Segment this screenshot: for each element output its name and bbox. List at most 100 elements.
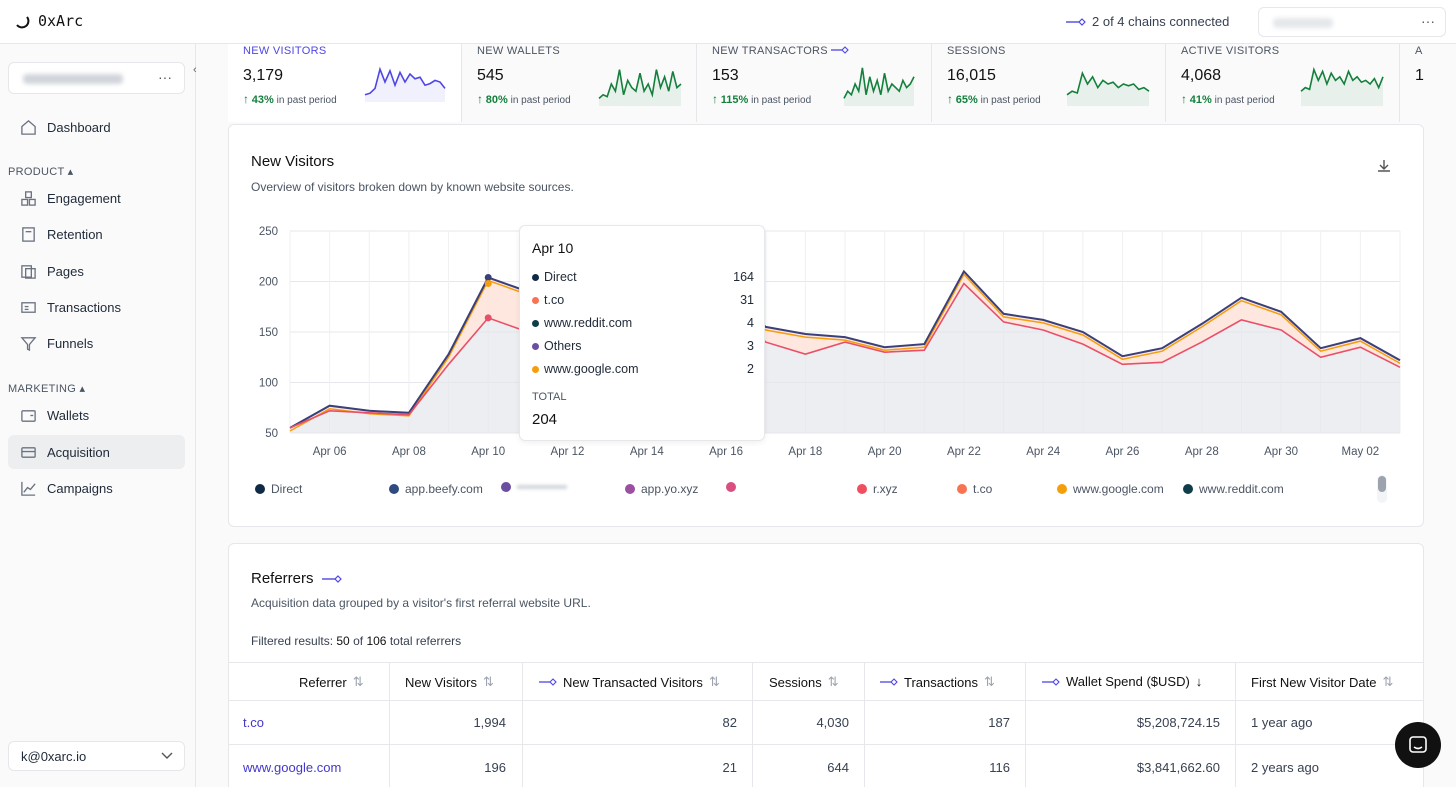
sidebar: ··· Dashboard PRODUCT ▴ Engagement Reten… [0,44,196,787]
kpi-new-transactors[interactable]: NEW TRANSACTORS 153 ↑ 115% in past perio… [697,44,932,122]
legend-item-direct[interactable]: Direct [255,482,302,496]
legend-item-reddit[interactable]: www.reddit.com [1183,482,1284,496]
sort-desc-icon[interactable]: ↓ [1195,674,1203,689]
sidebar-item-pages[interactable]: Pages [8,254,185,288]
legend-item-redacted[interactable] [501,482,567,492]
legend-item-beefy[interactable]: app.beefy.com [389,482,483,496]
sort-icon[interactable]: ⇅ [352,674,364,689]
sidebar-item-label: Transactions [47,299,121,315]
x-tick-label: Apr 06 [313,446,347,458]
wallet-icon [21,409,36,422]
table-cell: 1 year ago [1251,715,1313,730]
sidebar-item-retention[interactable]: Retention [8,217,185,251]
new-visitors-chart[interactable]: 250 200 150 100 50 Apr 06 Apr 08 Apr 10 Apr 12 Ap… [240,215,1415,465]
kpi-label: NEW WALLETS [477,45,560,57]
tooltip-row: t.co 31 [532,293,754,307]
sidebar-item-transactions[interactable]: Transactions [8,290,185,324]
x-tick-label: Apr 10 [471,446,505,458]
legend-item-google[interactable]: www.google.com [1057,482,1164,496]
marketing-section-label[interactable]: MARKETING ▴ [8,383,86,395]
column-header-transactions[interactable]: Transactions ⇅ [880,674,995,690]
legend-dot [1057,484,1067,494]
sidebar-item-label: Engagement [47,190,121,206]
kpi-label: NEW VISITORS [243,45,327,57]
more-icon[interactable]: ··· [1421,13,1435,29]
sparkline-line [598,69,682,100]
product-section-label[interactable]: PRODUCT ▴ [8,166,74,178]
kpi-sessions[interactable]: SESSIONS 16,015 ↑ 65% in past period [932,44,1166,122]
kpi-label: ACTIVE VISITORS [1181,45,1280,57]
y-tick-label: 150 [259,327,278,339]
legend-item-redacted-2[interactable] [726,482,736,492]
table-cell: 187 [988,715,1010,730]
column-header-referrer[interactable]: Referrer ⇅ [299,674,364,690]
account-menu[interactable]: ··· [1258,7,1446,37]
kpi-active-visitors[interactable]: ACTIVE VISITORS 4,068 ↑ 41% in past peri… [1166,44,1400,122]
table-cell: $3,841,662.60 [1136,760,1220,775]
legend-dot [501,482,511,492]
legend-dot [532,342,539,350]
chat-support-button[interactable] [1395,722,1441,768]
sort-icon[interactable]: ⇅ [1382,674,1394,689]
sparkline-line [843,67,915,99]
x-tick-label: May 02 [1341,446,1379,458]
column-header-sessions[interactable]: Sessions ⇅ [769,674,839,690]
column-header-wallet-spend[interactable]: Wallet Spend ($USD) ↓ [1042,674,1202,689]
column-divider [1025,662,1026,787]
referrer-link[interactable]: t.co [243,715,264,730]
app-name: 0xArc [38,12,84,30]
kpi-change: ↑ 43% in past period [243,92,337,106]
sidebar-item-acquisition[interactable]: Acquisition [8,435,185,469]
kpi-value: 4,068 [1181,67,1222,84]
download-icon[interactable] [1376,158,1392,174]
sort-icon[interactable]: ⇅ [827,674,839,689]
x-tick-label: Apr 28 [1185,446,1219,458]
sidebar-item-funnels[interactable]: Funnels [8,326,185,360]
y-tick-label: 200 [259,277,278,289]
sidebar-item-engagement[interactable]: Engagement [8,181,185,215]
workspace-more-icon[interactable]: ··· [158,69,172,85]
pages-icon [21,264,36,279]
account-name-redacted [1273,18,1333,28]
kpi-new-visitors[interactable]: NEW VISITORS 3,179 ↑ 43% in past period [228,44,462,122]
column-header-first-visitor-date[interactable]: First New Visitor Date ⇅ [1251,674,1394,690]
redacted-label [517,485,567,489]
referrers-card [228,543,1424,787]
hover-point-google [484,280,492,288]
legend-scrollbar[interactable] [1377,475,1387,503]
kpi-new-wallets[interactable]: NEW WALLETS 545 ↑ 80% in past period [462,44,697,122]
legend-item-rxyz[interactable]: r.xyz [857,482,898,496]
hover-point-total [484,273,492,281]
table-cell: 4,030 [816,715,849,730]
user-account-select[interactable]: k@0xarc.io [8,741,185,771]
sort-icon[interactable]: ⇅ [483,674,494,689]
table-divider [228,744,1424,745]
sidebar-item-campaigns[interactable]: Campaigns [8,471,185,505]
kpi-truncated[interactable]: A 1 [1400,44,1428,122]
sort-icon[interactable]: ⇅ [708,674,720,689]
kpi-value: 1 [1415,67,1424,84]
x-tick-label: Apr 24 [1026,446,1060,458]
column-header-new-visitors[interactable]: New Visitors ⇅ [405,674,494,690]
chains-status[interactable]: 2 of 4 chains connected [1066,14,1229,29]
table-cell: $5,208,724.15 [1136,715,1220,730]
sort-icon[interactable]: ⇅ [983,674,995,689]
collapse-sidebar-icon[interactable]: ‹ [193,64,197,76]
sidebar-item-wallets[interactable]: Wallets [8,398,185,432]
chain-link-icon [880,678,898,686]
tooltip-row: www.reddit.com 4 [532,316,754,330]
legend-dot [726,482,736,492]
sidebar-item-dashboard[interactable]: Dashboard [8,110,185,144]
top-bar: 0xArc 2 of 4 chains connected ··· [0,0,1456,44]
legend-item-yo[interactable]: app.yo.xyz [625,482,698,496]
column-header-new-transacted[interactable]: New Transacted Visitors ⇅ [539,674,720,690]
workspace-selector[interactable]: ··· [8,62,185,94]
y-tick-label: 100 [259,378,278,390]
sidebar-item-label: Retention [47,226,103,242]
referrer-link[interactable]: www.google.com [243,760,342,775]
app-logo[interactable]: 0xArc [14,12,83,30]
legend-dot [532,319,539,327]
legend-item-tco[interactable]: t.co [957,482,992,496]
column-divider [752,662,753,787]
hover-point-direct [484,314,492,322]
